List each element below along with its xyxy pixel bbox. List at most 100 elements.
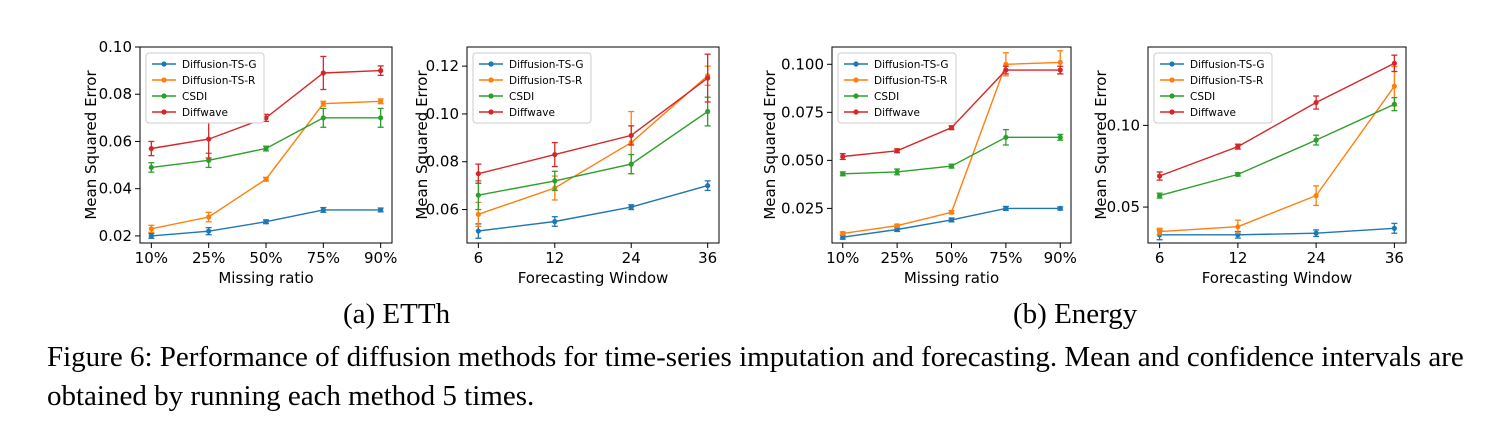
data-point — [320, 115, 326, 121]
y-tick-label: 0.10 — [99, 38, 132, 56]
data-point — [552, 151, 558, 158]
data-point — [475, 171, 481, 177]
x-tick-label: 75% — [989, 249, 1022, 267]
figure-plots: 10% 25% 50% 75% 90% 0.02 0.04 0.06 0.08 0.10 Missi… — [82, 38, 1407, 287]
data-point — [628, 132, 634, 139]
x-axis-label: Forecasting Window — [518, 269, 669, 287]
legend-marker — [488, 77, 494, 83]
y-tick-label: 0.10 — [426, 105, 459, 123]
data-point — [263, 145, 269, 152]
x-tick-label: 12 — [1228, 249, 1247, 267]
x-tick-label: 50% — [935, 249, 968, 267]
chart-panel-1: 10% 25% 50% 75% 90% 0.02 0.04 0.06 0.08 0.10 Missi… — [82, 38, 397, 287]
data-point — [894, 223, 900, 229]
legend: Diffusion-TS-G Diffusion-TS-R CSDI Diffwave — [837, 52, 957, 124]
legend-label: Diffusion-TS-R — [182, 75, 255, 87]
legend: Diffusion-TS-G Diffusion-TS-R CSDI Diffwave — [145, 52, 265, 124]
series-diffusion-ts-r — [148, 98, 384, 234]
legend-label: Diffwave — [509, 107, 555, 119]
series-diffusion-ts-g — [148, 206, 384, 239]
data-point — [1391, 101, 1397, 107]
y-tick-label: 0.025 — [781, 199, 824, 217]
legend-marker — [161, 77, 167, 83]
data-point — [705, 108, 711, 115]
series-line — [478, 75, 709, 215]
legend-marker — [853, 77, 859, 83]
y-tick-label: 0.06 — [426, 201, 459, 219]
data-point — [206, 214, 212, 220]
legend-label: CSDI — [182, 91, 207, 103]
data-point — [948, 209, 955, 215]
legend-label: Diffwave — [874, 107, 920, 119]
data-point — [378, 68, 384, 74]
y-axis-label: Mean Squared Error — [761, 70, 779, 220]
legend-box — [145, 52, 265, 124]
series-csdi — [839, 128, 1064, 177]
x-tick-label: 6 — [474, 249, 484, 267]
x-tick-label: 25% — [880, 249, 913, 267]
series-csdi — [1156, 96, 1398, 199]
data-point — [948, 125, 955, 131]
data-point — [148, 226, 154, 232]
x-tick-label: 24 — [622, 249, 641, 267]
x-tick-label: 36 — [698, 249, 717, 267]
data-point — [1235, 144, 1241, 150]
data-point — [1313, 193, 1319, 199]
x-tick-label: 36 — [1385, 249, 1404, 267]
series-diffusion-ts-g — [1156, 222, 1398, 241]
y-tick-label: 0.06 — [99, 132, 132, 150]
legend-marker — [853, 93, 859, 99]
subcaption-b: (b) Energy — [1013, 298, 1138, 330]
x-tick-label: 25% — [192, 249, 225, 267]
y-tick-label: 0.08 — [426, 153, 459, 171]
x-tick-label: 24 — [1307, 249, 1326, 267]
y-tick-label: 0.04 — [99, 180, 132, 198]
legend-label: CSDI — [1190, 91, 1215, 103]
legend-marker — [161, 61, 167, 67]
data-point — [475, 228, 481, 234]
data-point — [1157, 173, 1163, 179]
series-diffusion-ts-r — [839, 50, 1064, 236]
x-tick-label: 90% — [364, 249, 397, 267]
series-diffwave — [1156, 54, 1398, 181]
data-point — [1313, 137, 1319, 143]
data-point — [705, 183, 711, 189]
data-point — [1157, 228, 1163, 235]
data-point — [1235, 224, 1241, 230]
x-tick-label: 50% — [249, 249, 282, 267]
y-tick-label: 0.12 — [426, 57, 459, 75]
data-point — [263, 176, 269, 182]
data-point — [1313, 230, 1319, 236]
series-line — [1159, 62, 1395, 177]
x-axis-label: Forecasting Window — [1202, 269, 1353, 287]
data-point — [320, 70, 326, 76]
data-point — [1003, 134, 1009, 140]
legend-marker — [1169, 77, 1175, 83]
x-axis-label: Missing ratio — [904, 269, 999, 287]
chart-panel-4: 6 12 24 36 0.05 0.10 Forecasting Window Mean Sq… — [1092, 46, 1407, 287]
x-tick-label: 10% — [135, 249, 168, 267]
data-point — [475, 192, 481, 198]
data-point — [1057, 205, 1063, 212]
data-point — [1391, 83, 1397, 89]
series-line — [1159, 227, 1395, 236]
legend-label: CSDI — [874, 91, 899, 103]
data-point — [1057, 59, 1063, 65]
legend-marker — [1169, 93, 1175, 99]
data-point — [948, 217, 955, 223]
legend-marker — [853, 61, 859, 67]
data-point — [1003, 205, 1009, 212]
legend-box — [472, 52, 592, 124]
figure-caption: Figure 6: Performance of diffusion metho… — [47, 341, 1464, 412]
data-point — [206, 157, 212, 163]
data-point — [1057, 134, 1063, 140]
data-point — [206, 228, 212, 234]
y-tick-label: 0.10 — [1107, 116, 1140, 134]
chart-panel-3: 10% 25% 50% 75% 90% 0.025 0.050 0.075 0.100 Missi… — [761, 46, 1077, 287]
y-tick-label: 0.100 — [781, 55, 824, 73]
x-tick-label: 10% — [826, 249, 859, 267]
plot-frame — [1147, 46, 1407, 244]
y-tick-label: 0.08 — [99, 85, 132, 103]
legend-marker — [488, 61, 494, 67]
y-axis-label: Mean Squared Error — [1092, 70, 1110, 220]
